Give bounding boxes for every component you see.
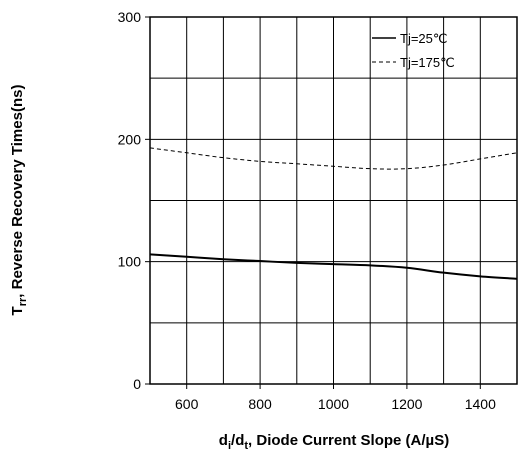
series-line-0 bbox=[149, 253, 518, 280]
y-tick-label: 200 bbox=[118, 131, 142, 147]
x-tick-label: 600 bbox=[175, 396, 199, 412]
x-axis-label: di/dt, Diode Current Slope (A/µS) bbox=[219, 432, 449, 452]
y-tick-label: 100 bbox=[118, 254, 142, 270]
legend: Tj=25℃ Tj=175℃ bbox=[372, 31, 455, 70]
y-tick-label: 0 bbox=[133, 376, 141, 392]
tick-labels: 600 800 1000 1200 1400 0 100 200 300 bbox=[118, 9, 496, 412]
x-tick-label: 800 bbox=[248, 396, 272, 412]
x-tick-label: 1200 bbox=[391, 396, 422, 412]
series-layer bbox=[149, 147, 518, 280]
y-axis-label: Trr, Reverse Recovery Times(ns) bbox=[9, 85, 29, 316]
x-tick-label: 1400 bbox=[465, 396, 496, 412]
y-tick-label: 300 bbox=[118, 9, 142, 25]
legend-label-tj25: Tj=25℃ bbox=[400, 31, 447, 46]
x-tick-label: 1000 bbox=[318, 396, 349, 412]
grid bbox=[150, 17, 517, 384]
legend-label-tj175: Tj=175℃ bbox=[400, 55, 455, 70]
series-line-1 bbox=[149, 147, 518, 170]
